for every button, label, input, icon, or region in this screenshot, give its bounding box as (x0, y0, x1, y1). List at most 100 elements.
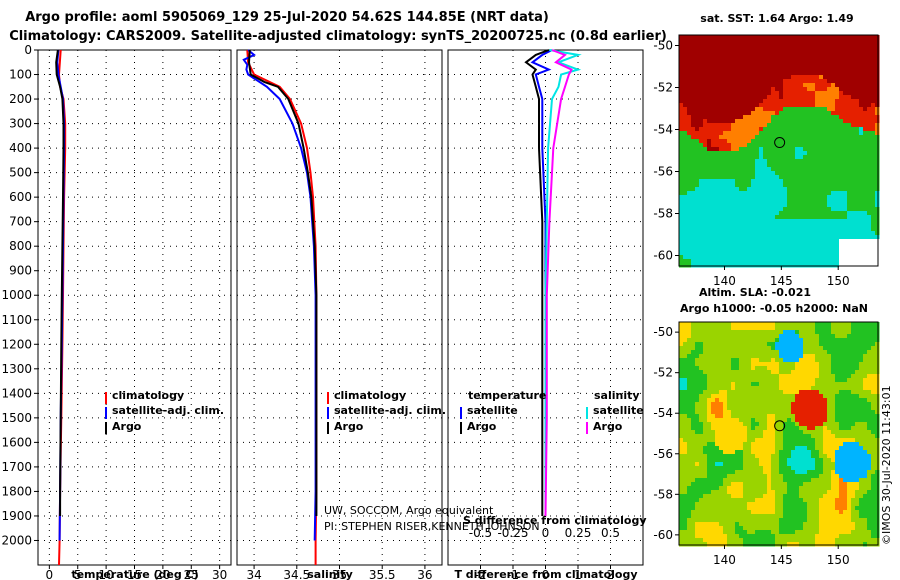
map-cell (699, 362, 704, 367)
map-cell (715, 374, 720, 379)
map-cell (711, 39, 716, 44)
map-cell (871, 326, 876, 331)
map-cell (843, 99, 848, 104)
map-cell (763, 215, 768, 220)
map-cell (803, 195, 808, 200)
map-cell (699, 370, 704, 375)
map-cell (839, 370, 844, 375)
map-cell (695, 442, 700, 447)
map-cell (863, 183, 868, 188)
map-cell (707, 366, 712, 371)
map-cell (771, 446, 776, 451)
map-cell (827, 63, 832, 68)
map-cell (839, 243, 844, 248)
map-cell (711, 410, 716, 415)
map-cell (827, 334, 832, 339)
map-cell (847, 155, 852, 160)
map-cell (807, 231, 812, 236)
map-cell (871, 163, 876, 168)
map-cell (847, 191, 852, 196)
map-cell (747, 434, 752, 439)
map-cell (799, 402, 804, 407)
map-cell (727, 171, 732, 176)
map-cell (715, 438, 720, 443)
map-cell (735, 211, 740, 216)
map-cell (819, 187, 824, 192)
map-cell (759, 438, 764, 443)
map-cell (723, 227, 728, 232)
map-cell (855, 239, 860, 244)
map-cell (835, 39, 840, 44)
map-cell (819, 179, 824, 184)
map-y-tick-label: -50 (653, 39, 673, 53)
map-cell (875, 326, 880, 331)
y-tick-label: 1100 (1, 313, 32, 327)
map-cell (711, 35, 716, 40)
map-cell (731, 223, 736, 228)
map-cell (783, 466, 788, 471)
map-cell (747, 199, 752, 204)
map-cell (687, 79, 692, 84)
map-cell (803, 219, 808, 224)
map-cell (807, 378, 812, 383)
map-cell (867, 167, 872, 172)
map-cell (727, 442, 732, 447)
map-cell (683, 223, 688, 228)
map-cell (727, 263, 732, 268)
map-cell (699, 235, 704, 240)
map-cell (787, 147, 792, 152)
map-cell (739, 430, 744, 435)
map-cell (735, 386, 740, 391)
map-cell (775, 466, 780, 471)
map-cell (823, 243, 828, 248)
map-cell (819, 390, 824, 395)
map-cell (731, 370, 736, 375)
map-cell (795, 346, 800, 351)
map-cell (735, 442, 740, 447)
map-cell (831, 362, 836, 367)
map-cell (859, 171, 864, 176)
map-cell (747, 414, 752, 419)
map-cell (723, 63, 728, 68)
map-cell (847, 99, 852, 104)
map-cell (867, 83, 872, 88)
map-cell (779, 183, 784, 188)
map-cell (727, 366, 732, 371)
map-cell (815, 342, 820, 347)
map-cell (695, 235, 700, 240)
map-cell (791, 394, 796, 399)
y-tick-label: 200 (9, 92, 32, 106)
map-cell (867, 55, 872, 60)
map-cell (787, 386, 792, 391)
map-cell (735, 370, 740, 375)
map-cell (871, 386, 876, 391)
map-cell (763, 354, 768, 359)
map-cell (707, 239, 712, 244)
y-tick-label: 1800 (1, 484, 32, 498)
map-cell (711, 354, 716, 359)
map-cell (755, 247, 760, 252)
map-cell (807, 446, 812, 451)
map-cell (763, 167, 768, 172)
map-cell (679, 342, 684, 347)
map-cell (863, 366, 868, 371)
map-cell (683, 338, 688, 343)
map-cell (847, 107, 852, 112)
map-cell (715, 163, 720, 168)
map-cell (799, 255, 804, 260)
map-cell (875, 203, 880, 208)
map-cell (791, 346, 796, 351)
map-cell (803, 394, 808, 399)
map-cell (723, 163, 728, 168)
map-cell (775, 438, 780, 443)
map-cell (855, 115, 860, 120)
map-cell (727, 378, 732, 383)
map-cell (775, 163, 780, 168)
map-cell (831, 263, 836, 268)
map-cell (835, 338, 840, 343)
map-cell (823, 394, 828, 399)
map-cell (799, 334, 804, 339)
map-cell (719, 362, 724, 367)
map-cell (731, 322, 736, 327)
map-cell (739, 330, 744, 335)
